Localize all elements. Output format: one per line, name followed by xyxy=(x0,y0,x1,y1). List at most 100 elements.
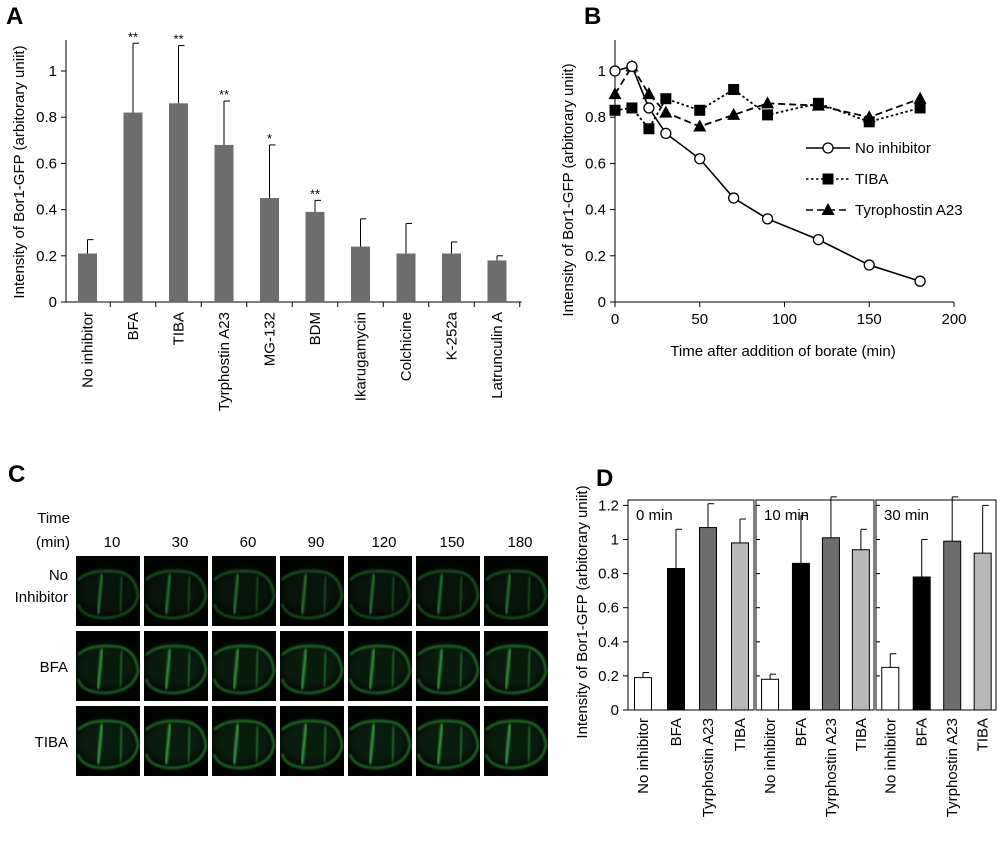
panel-a-significance: ** xyxy=(219,87,229,102)
panel-d-category-label: BFA xyxy=(668,718,685,746)
panel-b-point xyxy=(914,275,926,287)
panel-d-ytick-label: 0 xyxy=(611,702,619,719)
panel-c-micrograph xyxy=(348,556,412,626)
panel-b-xlabel: Time after addition of borate (min) xyxy=(670,343,895,360)
panel-c-micrograph xyxy=(416,706,480,776)
panel-letter-c: C xyxy=(8,461,25,488)
panel-d-ytick-label: 0.4 xyxy=(598,634,619,651)
panel-b-xtick-label: 0 xyxy=(611,311,619,328)
panel-a-ytick-label: 0.2 xyxy=(36,248,57,265)
panel-b-point xyxy=(761,213,774,225)
panel-d-category-label: TIBA xyxy=(975,718,992,751)
panel-d-category-label: Tyrphostin A23 xyxy=(944,718,961,817)
panel-c-cell-image xyxy=(348,720,412,770)
panel-b-line-chart: Intensity of Bor1-GFP (arbitorary uniit)… xyxy=(560,40,967,360)
panel-a-category-label: K-252a xyxy=(444,311,461,360)
panel-b-point xyxy=(693,119,707,132)
panel-d-category-label: TIBA xyxy=(853,718,870,751)
panel-c-micrograph xyxy=(280,556,344,626)
panel-c-micrograph xyxy=(76,706,140,776)
panel-c-cell-image xyxy=(212,645,276,695)
panel-c-cell-image xyxy=(416,645,480,695)
panel-d-category-label: BFA xyxy=(793,718,810,746)
panel-a-ytick-label: 0.4 xyxy=(36,202,57,219)
panel-c-micrographs: Time (min) 10 30 60 90 120 150 180 No Inhibitor B… xyxy=(15,510,548,776)
panel-d-bar xyxy=(943,540,962,711)
panel-c-cell-image xyxy=(280,645,344,695)
panel-a-bar xyxy=(169,103,188,302)
panel-a-ytick-label: 1 xyxy=(49,63,57,80)
panel-a-bar-chart: Intensity of Bor1-GFP (arbitorary uniit)… xyxy=(11,29,522,411)
panel-c-micrograph xyxy=(76,556,140,626)
panel-a-bar xyxy=(305,211,325,302)
panel-d-subpanel-frame xyxy=(755,499,875,711)
panel-d-category-label: TIBA xyxy=(732,718,749,751)
panel-b-point xyxy=(643,102,655,114)
panel-d-ylabel: Intensity of Bor1-GFP (arbitorary uniit) xyxy=(574,485,591,738)
panel-d-bar-chart: Intensity of Bor1-GFP (arbitorary uniit)… xyxy=(574,485,997,817)
panel-b-legend-label: TIBA xyxy=(855,171,888,188)
panel-a-bar xyxy=(123,112,143,302)
panel-a-significance: ** xyxy=(128,29,138,44)
panel-b-xtick-label: 150 xyxy=(857,311,882,328)
panel-c-cell-image xyxy=(416,720,480,770)
panel-b-legend-label: Tyrophostin A23 xyxy=(855,202,963,219)
panel-b-point xyxy=(694,153,706,165)
panel-a-category-label: No inhibitor xyxy=(80,312,97,388)
panel-d-ytick-label: 0.6 xyxy=(598,600,619,617)
panel-d-bar xyxy=(634,677,652,711)
panel-b-point xyxy=(913,91,927,104)
panel-a-category-label: Colchicine xyxy=(398,312,415,381)
panel-b-point xyxy=(626,102,638,114)
panel-c-cell-image xyxy=(76,645,140,695)
panel-c-cell-image xyxy=(348,570,412,620)
panel-a-ytick-label: 0.8 xyxy=(36,109,57,126)
panel-b-series-line xyxy=(614,88,921,131)
panel-c-micrograph xyxy=(416,631,480,701)
panel-c-cell-image xyxy=(484,570,548,620)
panel-c-time-value: 10 xyxy=(104,534,121,551)
panel-b-point xyxy=(762,109,774,121)
panel-d-ytick-label: 0.2 xyxy=(598,668,619,685)
panel-d-bar xyxy=(731,542,749,711)
panel-b-point xyxy=(914,102,926,114)
panel-d-bar xyxy=(851,549,870,711)
panel-b-legend-label: No inhibitor xyxy=(855,140,931,157)
panel-c-micrograph xyxy=(144,556,208,626)
panel-c-row-label: No xyxy=(49,567,68,584)
panel-b-point xyxy=(660,127,672,140)
panel-b-point xyxy=(660,93,672,105)
panel-c-cell-image xyxy=(76,720,140,770)
panel-c-cell-image xyxy=(212,720,276,770)
panel-c-time-label: Time xyxy=(37,510,70,527)
panel-d-subpanel-label: 0 min xyxy=(636,507,673,524)
panel-c-micrograph xyxy=(144,706,208,776)
panel-b-ytick-label: 0.8 xyxy=(585,109,606,126)
panel-d-bar xyxy=(699,527,717,711)
panel-c-cell-image xyxy=(484,645,548,695)
panel-b-point xyxy=(728,83,740,95)
panel-b-point xyxy=(642,87,656,100)
panel-a-category-label: Latrunculin A xyxy=(489,312,506,399)
panel-d-bar xyxy=(791,562,810,711)
panel-b-point xyxy=(643,123,655,135)
panel-c-cell-image xyxy=(280,570,344,620)
panel-a-category-label: BFA xyxy=(125,312,142,340)
panel-c-time-value: 150 xyxy=(439,534,464,551)
panel-d-bar xyxy=(761,678,780,711)
panel-c-cell-image xyxy=(76,570,140,620)
panel-c-time-unit: (min) xyxy=(36,534,70,551)
panel-b-xtick-label: 200 xyxy=(941,311,966,328)
panel-b-ytick-label: 0.2 xyxy=(585,248,606,265)
panel-c-time-value: 30 xyxy=(172,534,189,551)
panel-c-micrograph xyxy=(212,556,276,626)
panel-c-cell-image xyxy=(484,720,548,770)
panel-a-bar xyxy=(442,253,461,302)
panel-c-row-label: Inhibitor xyxy=(15,589,68,606)
panel-a-ytick-label: 0 xyxy=(49,294,57,311)
panel-d-subpanel-frame xyxy=(627,499,755,711)
panel-b-point xyxy=(812,233,825,246)
panel-d-ytick-label: 0.8 xyxy=(598,566,619,583)
panel-c-row-label: TIBA xyxy=(35,734,68,751)
panel-b-point xyxy=(609,65,621,77)
